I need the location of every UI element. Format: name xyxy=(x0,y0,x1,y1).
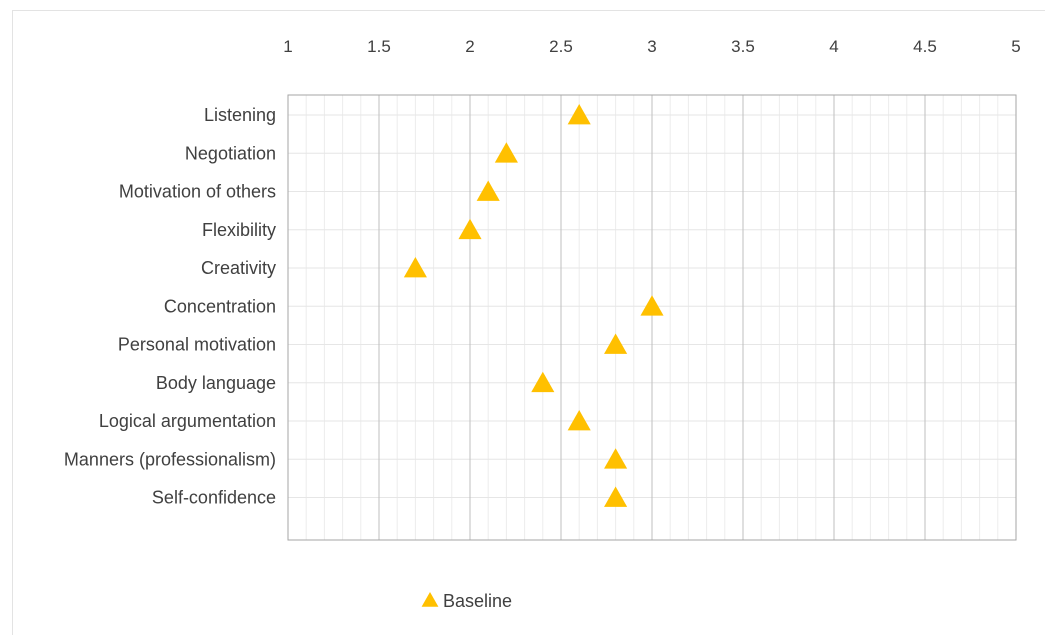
x-tick-label: 3.5 xyxy=(731,37,755,56)
legend-marker-icon xyxy=(421,592,439,607)
chart-frame xyxy=(12,10,1045,635)
category-label: Logical argumentation xyxy=(99,411,276,431)
category-label: Concentration xyxy=(164,296,276,316)
category-labels: Listening Negotiation Motivation of others… xyxy=(64,105,276,508)
x-tick-label: 1 xyxy=(283,37,292,56)
x-tick-label: 1.5 xyxy=(367,37,391,56)
category-label: Flexibility xyxy=(202,220,276,240)
minor-grid xyxy=(288,95,1016,540)
legend: Baseline xyxy=(421,591,512,611)
data-point-marker xyxy=(403,257,427,278)
category-label: Body language xyxy=(156,373,276,393)
x-tick-label: 4 xyxy=(829,37,838,56)
data-point-marker xyxy=(567,104,591,125)
x-axis-tick-labels: 1 1.5 2 2.5 3 3.5 4 4.5 5 xyxy=(283,37,1020,56)
category-label: Personal motivation xyxy=(118,335,276,355)
data-point-marker xyxy=(640,295,664,316)
category-label: Negotiation xyxy=(185,143,276,163)
plot-area-border xyxy=(287,94,1017,541)
x-tick-label: 2.5 xyxy=(549,37,573,56)
x-tick-label: 5 xyxy=(1011,37,1020,56)
category-label: Listening xyxy=(204,105,276,125)
x-tick-label: 4.5 xyxy=(913,37,937,56)
category-label: Manners (professionalism) xyxy=(64,449,276,469)
data-point-marker xyxy=(604,448,628,469)
data-point-marker xyxy=(476,180,500,201)
data-markers xyxy=(403,104,664,507)
x-tick-label: 2 xyxy=(465,37,474,56)
data-point-marker xyxy=(494,142,518,163)
legend-label-baseline: Baseline xyxy=(443,591,512,611)
x-tick-label: 3 xyxy=(647,37,656,56)
data-point-marker xyxy=(531,371,555,393)
category-label: Self-confidence xyxy=(152,488,276,508)
category-label: Motivation of others xyxy=(119,182,276,202)
data-point-marker xyxy=(458,218,482,240)
data-point-marker xyxy=(604,333,628,354)
data-point-marker xyxy=(604,486,628,507)
data-point-marker xyxy=(567,410,591,431)
category-label: Creativity xyxy=(201,258,276,278)
